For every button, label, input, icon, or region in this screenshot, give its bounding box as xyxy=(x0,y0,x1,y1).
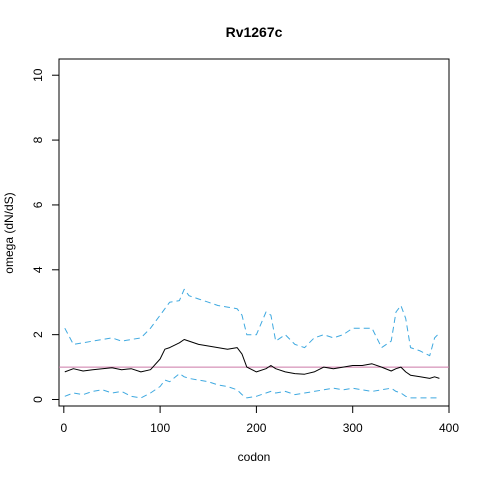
y-axis: 0 2 4 6 8 10 xyxy=(31,68,60,403)
x-tick-label: 200 xyxy=(246,421,266,435)
x-axis-label: codon xyxy=(238,450,271,464)
y-tick-label: 2 xyxy=(31,331,45,338)
x-tick-label: 100 xyxy=(150,421,170,435)
x-tick-label: 300 xyxy=(343,421,363,435)
x-tick-label: 0 xyxy=(60,421,67,435)
plot-frame xyxy=(58,58,450,407)
upper-bound-series-line xyxy=(64,288,440,357)
series-layer xyxy=(64,288,440,399)
x-tick-label: 400 xyxy=(439,421,459,435)
y-tick-label: 10 xyxy=(31,68,45,82)
omega-series-line xyxy=(64,339,440,379)
y-tick-label: 6 xyxy=(31,201,45,208)
y-tick-label: 0 xyxy=(31,396,45,403)
y-tick-label: 8 xyxy=(31,136,45,143)
y-axis-label: omega (dN/dS) xyxy=(2,192,16,273)
y-tick-label: 4 xyxy=(31,266,45,273)
x-axis: 0 100 200 300 400 xyxy=(60,405,459,435)
lower-bound-series-line xyxy=(64,373,440,399)
chart-title: Rv1267c xyxy=(226,24,283,40)
